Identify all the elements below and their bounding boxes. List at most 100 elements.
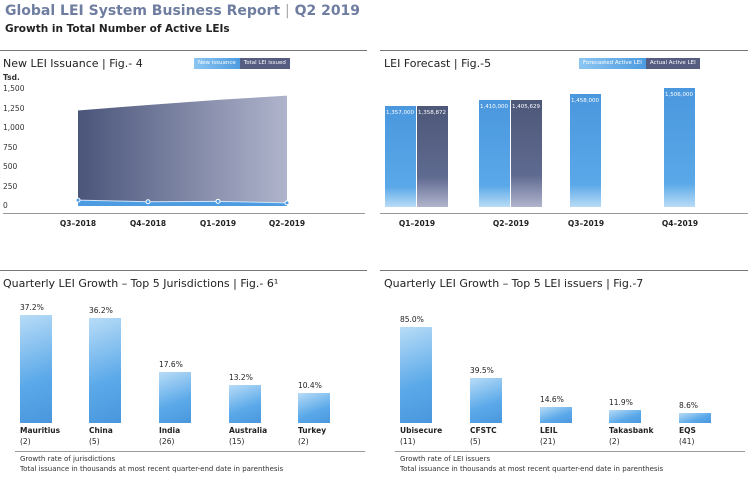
- fig4-ytick: 1,500: [3, 84, 25, 93]
- fig4-ytick: 500: [3, 162, 18, 171]
- report-subtitle: Growth in Total Number of Active LEIs: [5, 23, 230, 35]
- total-lei-area: [78, 95, 287, 206]
- fig4-ytick: 250: [3, 181, 18, 191]
- legend-new-issuance: New issuance: [194, 58, 240, 69]
- fig4-ylabel: Tsd.: [3, 73, 20, 82]
- count-label: (11): [400, 437, 416, 446]
- bar-value-label: 85.0%: [400, 314, 424, 324]
- bar-value-label: 36.2%: [89, 306, 113, 316]
- count-label: (2): [298, 437, 309, 446]
- forecast-bar: 1,410,000: [479, 99, 510, 207]
- legend-actual: Actual Active LEI: [645, 58, 700, 69]
- growth-bar: [679, 413, 711, 423]
- fig4-ytick: 750: [3, 142, 18, 152]
- fig5-xtick: Q4–2019: [661, 219, 699, 228]
- fig6-title: Quarterly LEI Growth – Top 5 Jurisdictio…: [3, 277, 279, 290]
- growth-bar: [470, 378, 502, 423]
- count-label: (26): [159, 437, 175, 446]
- fig7-note-1: Growth rate of LEI issuers: [400, 455, 491, 463]
- title-text: Global LEI System Business Report: [5, 3, 281, 19]
- bar-value-label: 17.6%: [159, 359, 183, 369]
- count-label: (41): [679, 437, 695, 446]
- divider: [0, 50, 367, 51]
- fig4-xtick: Q4–2018: [129, 219, 167, 228]
- count-label: (15): [229, 437, 245, 446]
- count-label: (5): [89, 437, 100, 446]
- fig5-legend: Forecasted Active LEI Actual Active LEI: [579, 58, 700, 69]
- bar-value-label: 1,358,872: [418, 109, 446, 116]
- fig6-baseline: [15, 451, 365, 452]
- count-label: (2): [20, 437, 31, 446]
- fig7-note-2: Total issuance in thousands at most rece…: [400, 465, 664, 473]
- report-title: Global LEI System Business Report | Q2 2…: [5, 3, 360, 19]
- bar-value-label: 1,410,000: [480, 103, 508, 110]
- category-label: LEIL: [540, 426, 558, 435]
- fig4-xtick: Q2–2019: [268, 219, 306, 228]
- count-label: (2): [609, 437, 620, 446]
- title-separator: |: [284, 3, 290, 19]
- category-label: Ubisecure: [400, 426, 443, 435]
- category-label: India: [159, 426, 181, 435]
- fig6-note-1: Growth rate of jurisdictions: [20, 455, 116, 463]
- bar-value-label: 8.6%: [679, 401, 699, 411]
- forecast-bar: 1,506,000: [664, 88, 695, 207]
- forecast-bar: 1,458,000: [570, 93, 601, 207]
- fig4-plot: [75, 95, 290, 206]
- new-issuance-line: [77, 199, 288, 204]
- new-issuance-point: [284, 200, 290, 206]
- divider: [0, 270, 367, 271]
- growth-bar: [400, 326, 432, 423]
- fig4-ytick: 1,000: [3, 123, 25, 132]
- category-label: China: [89, 426, 113, 435]
- new-issuance-point: [145, 199, 151, 205]
- category-label: EQS: [679, 426, 696, 435]
- fig5-xtick: Q1–2019: [398, 219, 436, 228]
- category-label: Mauritius: [20, 426, 61, 435]
- bar-value-label: 39.5%: [470, 366, 494, 376]
- forecast-bar: 1,357,000: [385, 106, 416, 207]
- fig4-legend: New issuance Total LEI issued: [194, 58, 290, 69]
- growth-bar: [229, 384, 261, 423]
- count-label: (5): [470, 437, 481, 446]
- divider: [380, 50, 748, 51]
- growth-bar: [159, 371, 191, 423]
- divider: [380, 270, 748, 271]
- fig7-baseline: [395, 451, 745, 452]
- category-label: Turkey: [298, 426, 327, 435]
- growth-bar: [20, 315, 52, 423]
- fig6-note-2: Total issuance in thousands at most rece…: [20, 465, 284, 473]
- fig4-xtick: Q3–2018: [59, 219, 97, 228]
- fig5-baseline: [380, 213, 748, 214]
- fig4-baseline: [3, 213, 365, 214]
- growth-bar: [89, 318, 121, 423]
- fig4-title: New LEI Issuance | Fig.- 4: [3, 57, 143, 70]
- actual-bar: 1,358,872: [417, 105, 448, 207]
- count-label: (21): [540, 437, 556, 446]
- growth-bar: [609, 409, 641, 423]
- bar-value-label: 14.6%: [540, 394, 564, 404]
- bar-value-label: 13.2%: [229, 372, 253, 382]
- fig4-ytick: 1,250: [3, 103, 25, 113]
- category-label: CFSTC: [470, 426, 497, 435]
- bar-value-label: 1,405,629: [512, 104, 540, 111]
- fig5-xtick: Q2–2019: [492, 219, 530, 228]
- fig7-title: Quarterly LEI Growth – Top 5 LEI issuers…: [384, 277, 644, 290]
- legend-total-lei: Total LEI issued: [239, 58, 290, 69]
- title-period: Q2 2019: [294, 3, 361, 19]
- growth-bar: [298, 392, 330, 423]
- actual-bar: 1,405,629: [511, 100, 542, 207]
- new-issuance-point: [215, 198, 221, 204]
- growth-bar: [540, 406, 572, 423]
- bar-value-label: 1,458,000: [571, 97, 599, 104]
- category-label: Australia: [229, 426, 268, 435]
- category-label: Takasbank: [609, 426, 654, 435]
- bar-value-label: 1,506,000: [665, 92, 693, 98]
- fig5-title: LEI Forecast | Fig.-5: [384, 57, 492, 70]
- fig5-xtick: Q3–2019: [567, 219, 605, 228]
- fig4-ytick: 0: [3, 201, 8, 210]
- bar-value-label: 1,357,000: [386, 110, 414, 116]
- bar-value-label: 37.2%: [20, 303, 44, 313]
- legend-forecasted: Forecasted Active LEI: [579, 58, 646, 69]
- bar-value-label: 10.4%: [298, 380, 322, 390]
